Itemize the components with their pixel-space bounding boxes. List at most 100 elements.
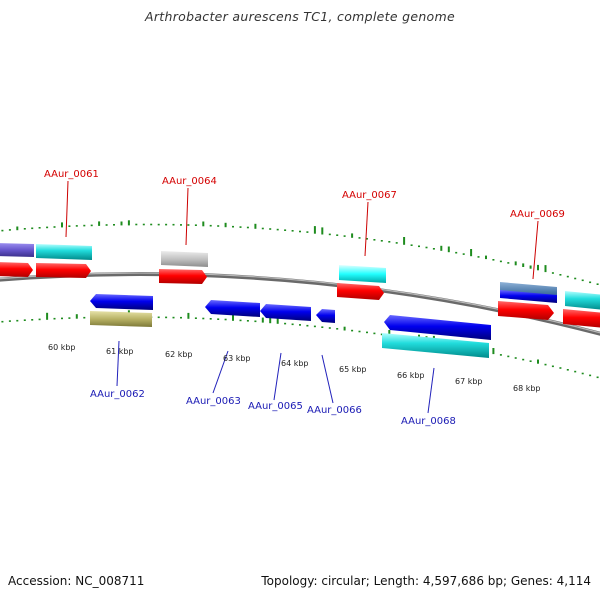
gc-tick — [447, 246, 450, 253]
gc-tick — [16, 319, 19, 322]
gc-tick — [313, 226, 316, 234]
cds-arrow-reverse[interactable] — [316, 309, 335, 323]
cds-arrow[interactable] — [498, 301, 554, 320]
gc-tick — [388, 330, 391, 337]
gene-feature[interactable] — [161, 251, 208, 267]
gene-feature[interactable] — [36, 244, 92, 260]
label-leaders — [65, 180, 539, 414]
genome-summary: Topology: circular; Length: 4,597,686 bp… — [261, 574, 591, 588]
kbp-label: 64 kbp — [281, 359, 309, 368]
kbp-label: 65 kbp — [339, 365, 367, 374]
gene-feature[interactable] — [90, 311, 152, 327]
gc-tick — [373, 332, 376, 335]
cds-arrow[interactable] — [159, 269, 207, 284]
gc-tick — [351, 329, 354, 332]
gene-feature[interactable] — [0, 243, 34, 257]
kbp-label: 63 kbp — [223, 354, 251, 363]
gc-tick — [232, 313, 234, 321]
gc-tick — [150, 223, 153, 226]
gene-feature[interactable] — [339, 265, 386, 283]
kbp-label: 66 kbp — [397, 371, 425, 380]
gc-tick — [261, 317, 264, 323]
gc-tick — [418, 245, 420, 248]
reverse-labels: AAur_0062 AAur_0063 AAur_0065 AAur_0066 … — [90, 389, 456, 427]
gc-tick — [299, 230, 301, 233]
gc-tick — [581, 372, 584, 375]
gc-tick — [46, 312, 49, 320]
gc-tick — [589, 374, 592, 377]
gc-tick — [83, 316, 86, 319]
gene-label-aaur-0068[interactable]: AAur_0068 — [401, 416, 456, 427]
gene-feature[interactable] — [565, 291, 600, 310]
gc-tick — [328, 233, 331, 236]
gc-tick — [507, 262, 510, 264]
gc-tick — [53, 317, 56, 320]
gene-label-aaur-0065[interactable]: AAur_0065 — [248, 401, 303, 412]
gc-tick — [46, 226, 49, 229]
gc-tick — [157, 223, 160, 226]
gc-tick — [224, 318, 227, 321]
gc-tick — [276, 318, 279, 324]
gene-label-aaur-0066[interactable]: AAur_0066 — [307, 405, 362, 416]
gc-tick — [1, 320, 4, 323]
gc-tick — [239, 226, 242, 228]
gc-tick — [157, 316, 160, 319]
gc-tick — [291, 323, 294, 326]
gc-tick — [75, 314, 78, 319]
gene-feature[interactable] — [382, 333, 489, 358]
gc-tick — [499, 260, 502, 263]
gc-tick — [470, 249, 473, 257]
gc-tick — [202, 221, 205, 227]
gc-tick — [246, 226, 249, 229]
gc-tick — [432, 248, 435, 250]
gc-tick — [254, 320, 257, 323]
gc-tick — [485, 255, 487, 260]
gene-label-aaur-0062[interactable]: AAur_0062 — [90, 389, 145, 400]
cds-arrow-reverse[interactable] — [205, 300, 260, 317]
gc-tick — [328, 327, 331, 329]
gc-tick — [529, 265, 532, 269]
gc-tick — [180, 224, 182, 226]
cds-arrow-reverse[interactable] — [90, 294, 153, 310]
forward-labels: AAur_0061 AAur_0064 AAur_0067 AAur_0069 — [44, 169, 565, 220]
gc-tick — [261, 227, 264, 230]
gene-label-aaur-0061[interactable]: AAur_0061 — [44, 169, 99, 180]
gc-tick — [566, 369, 569, 371]
gc-tick — [172, 316, 175, 319]
gc-tick — [165, 316, 168, 319]
cds-arrow[interactable] — [0, 262, 33, 277]
gc-tick — [120, 221, 123, 226]
cds-arrow[interactable] — [563, 309, 600, 328]
gene-label-aaur-0063[interactable]: AAur_0063 — [186, 396, 241, 407]
gene-feature[interactable] — [500, 290, 557, 303]
gc-tick — [462, 253, 465, 255]
gene-label-aaur-0069[interactable]: AAur_0069 — [510, 209, 565, 220]
cds-arrow[interactable] — [337, 283, 384, 300]
gc-tick — [232, 225, 234, 228]
gene-label-aaur-0064[interactable]: AAur_0064 — [162, 176, 217, 187]
gc-tick — [172, 223, 175, 226]
gc-tick — [83, 224, 86, 227]
gc-tick — [291, 230, 294, 232]
gc-tick — [284, 229, 287, 231]
gc-tick — [23, 319, 26, 321]
gc-tick — [537, 264, 539, 271]
gc-tick — [127, 220, 130, 226]
gc-tick — [358, 237, 361, 239]
gc-tick — [596, 376, 599, 379]
gc-tick — [551, 365, 554, 368]
cds-arrow-reverse[interactable] — [260, 304, 311, 321]
gc-tick — [410, 244, 413, 246]
gc-tick — [559, 274, 562, 276]
cds-arrow[interactable] — [36, 263, 91, 278]
gene-label-aaur-0067[interactable]: AAur_0067 — [342, 190, 397, 201]
gc-tick — [68, 317, 71, 319]
gc-tick — [75, 225, 78, 227]
accession-text: Accession: NC_008711 — [8, 574, 145, 588]
forward-features — [0, 243, 600, 328]
cds-arrow-reverse[interactable] — [384, 315, 491, 340]
kbp-label: 61 kbp — [106, 347, 134, 356]
gc-tick — [16, 226, 19, 231]
gc-tick — [321, 227, 324, 235]
